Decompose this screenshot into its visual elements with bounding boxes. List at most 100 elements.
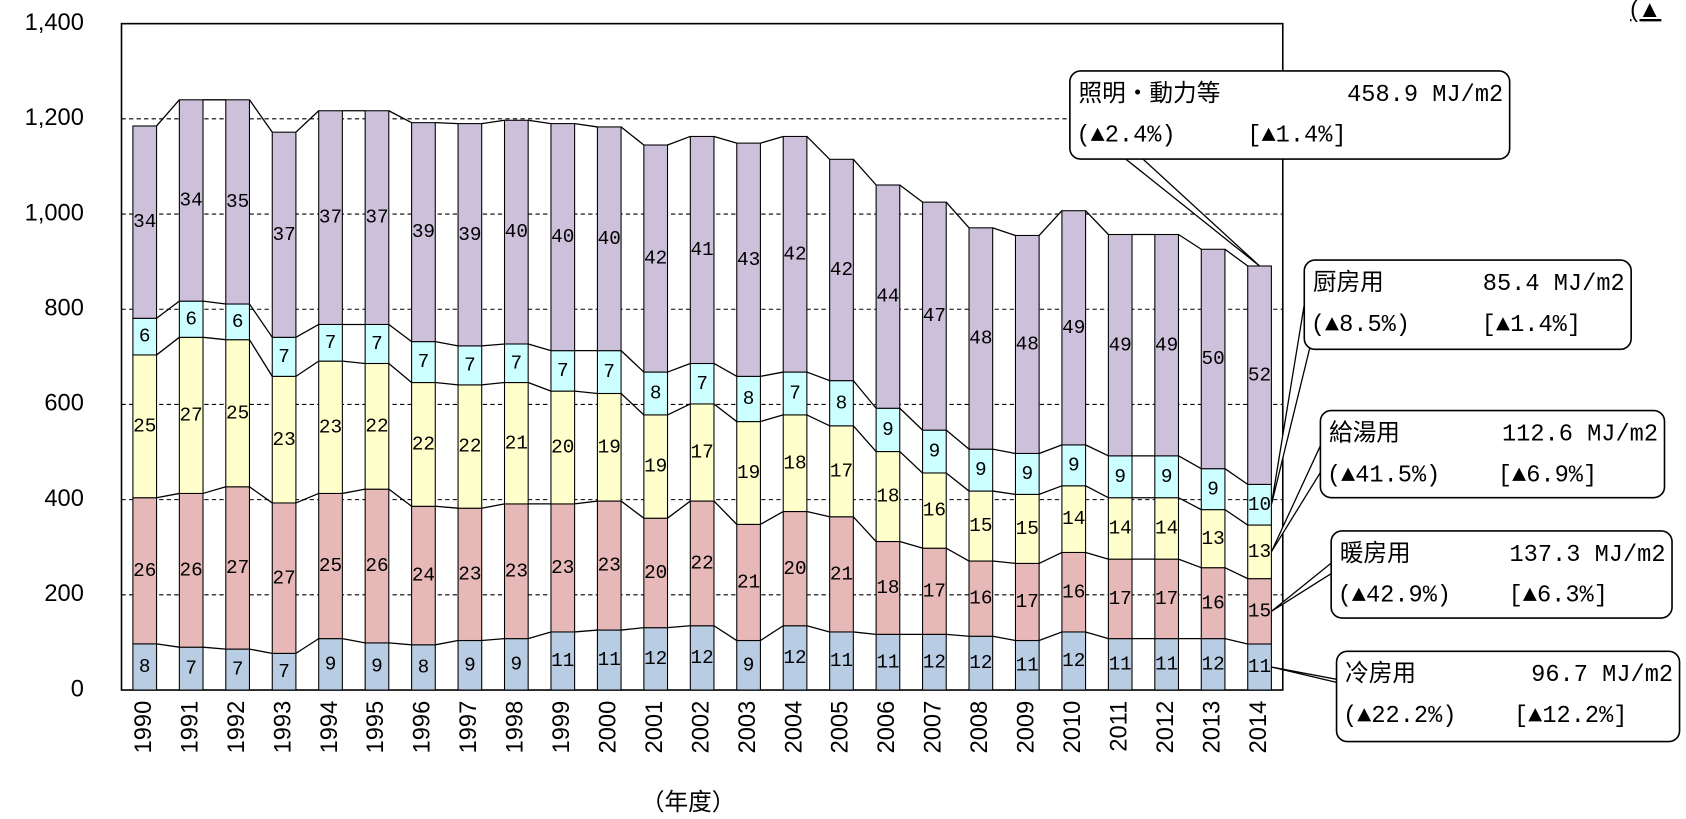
share-label: 9 bbox=[511, 653, 523, 675]
share-label: 12 bbox=[1201, 653, 1224, 675]
share-label: 8 bbox=[836, 392, 848, 414]
bar-segment bbox=[1107, 233, 1133, 457]
x-tick-label: 1999 bbox=[549, 701, 575, 754]
connector bbox=[248, 303, 273, 338]
connector bbox=[1038, 631, 1063, 642]
bar-segment bbox=[411, 122, 436, 343]
bar-segment bbox=[782, 135, 808, 373]
share-label: 8 bbox=[743, 388, 755, 410]
connector bbox=[806, 371, 830, 382]
connector bbox=[713, 135, 737, 144]
callout-value: 112.6 MJ/m2 bbox=[1502, 421, 1658, 448]
x-tick-label: 2004 bbox=[781, 701, 807, 754]
connector bbox=[295, 638, 320, 654]
connector bbox=[1085, 485, 1109, 499]
share-label: 23 bbox=[272, 429, 295, 451]
share-label: 39 bbox=[458, 224, 481, 246]
connector bbox=[1178, 497, 1202, 511]
share-label: 14 bbox=[1109, 518, 1132, 540]
share-label: 7 bbox=[696, 373, 708, 395]
callout-change: [▲1.4%] bbox=[1247, 123, 1346, 150]
connector bbox=[202, 300, 226, 305]
share-label: 9 bbox=[464, 654, 476, 676]
share-label: 9 bbox=[1114, 466, 1126, 488]
connector bbox=[295, 110, 320, 133]
callout-change: (▲22.2%) bbox=[1343, 703, 1457, 730]
share-label: 27 bbox=[226, 557, 249, 579]
bar-segment bbox=[318, 110, 343, 326]
connector bbox=[992, 448, 1016, 455]
y-tick-label: 200 bbox=[44, 581, 83, 607]
connector bbox=[992, 490, 1016, 496]
connector bbox=[342, 488, 366, 495]
bar-segment bbox=[829, 158, 854, 382]
share-label: 12 bbox=[783, 647, 806, 669]
corner-note: (▲ bbox=[1630, 0, 1661, 23]
connector bbox=[388, 110, 412, 124]
share-label: 48 bbox=[1016, 334, 1039, 356]
callout-name: 照明・動力等 bbox=[1078, 80, 1220, 109]
x-tick-label: 2003 bbox=[735, 701, 761, 754]
bar-segment bbox=[225, 99, 250, 305]
share-label: 27 bbox=[180, 404, 203, 426]
share-label: 14 bbox=[1062, 508, 1085, 530]
share-label: 16 bbox=[1062, 581, 1085, 603]
share-label: 40 bbox=[551, 226, 574, 248]
share-label: 27 bbox=[272, 567, 295, 589]
connector bbox=[1224, 248, 1249, 267]
connector bbox=[992, 635, 1016, 642]
share-label: 7 bbox=[464, 355, 476, 377]
share-label: 21 bbox=[737, 572, 760, 594]
connector bbox=[249, 648, 273, 655]
connector bbox=[667, 500, 691, 519]
share-label: 13 bbox=[1248, 541, 1271, 563]
share-label: 26 bbox=[133, 560, 156, 582]
callout-change: (▲42.9%) bbox=[1338, 583, 1452, 610]
bar-segment bbox=[364, 110, 390, 326]
callout-change: [▲6.3%] bbox=[1509, 583, 1608, 610]
connector bbox=[713, 625, 738, 642]
share-label: 49 bbox=[1109, 334, 1132, 356]
share-label: 7 bbox=[278, 346, 290, 368]
share-label: 22 bbox=[458, 436, 481, 458]
y-tick-label: 1,000 bbox=[25, 200, 84, 226]
share-label: 34 bbox=[133, 211, 156, 233]
share-label: 9 bbox=[1207, 478, 1219, 500]
connector bbox=[481, 503, 505, 509]
y-tick-label: 400 bbox=[44, 486, 83, 512]
y-tick-label: 0 bbox=[71, 676, 84, 702]
callout-box bbox=[1303, 259, 1632, 351]
connector bbox=[852, 158, 877, 186]
x-tick-label: 2013 bbox=[1199, 701, 1225, 754]
share-label: 48 bbox=[969, 328, 992, 350]
share-label: 7 bbox=[557, 360, 569, 382]
share-label: 12 bbox=[969, 652, 992, 674]
connector bbox=[156, 300, 180, 319]
share-label: 19 bbox=[737, 462, 760, 484]
share-label: 19 bbox=[598, 436, 621, 458]
share-label: 8 bbox=[650, 383, 662, 405]
connector bbox=[760, 135, 784, 144]
share-label: 11 bbox=[830, 650, 853, 672]
share-label: 20 bbox=[551, 437, 574, 459]
callout-name: 給湯用 bbox=[1329, 419, 1400, 448]
share-label: 47 bbox=[923, 305, 946, 327]
share-label: 17 bbox=[923, 580, 946, 602]
share-label: 16 bbox=[923, 500, 946, 522]
share-label: 9 bbox=[882, 419, 894, 441]
callout-box bbox=[1069, 70, 1511, 160]
share-label: 11 bbox=[1109, 653, 1132, 675]
share-label: 12 bbox=[1062, 650, 1085, 672]
connector bbox=[760, 414, 784, 423]
connector bbox=[621, 627, 644, 631]
callout-value: 458.9 MJ/m2 bbox=[1347, 82, 1503, 109]
share-label: 13 bbox=[1201, 528, 1224, 550]
bar-segment bbox=[132, 125, 158, 319]
share-label: 40 bbox=[598, 228, 621, 250]
connector bbox=[527, 343, 552, 352]
connector bbox=[481, 119, 505, 125]
callout-name: 冷房用 bbox=[1345, 660, 1416, 689]
share-label: 17 bbox=[1109, 588, 1132, 610]
x-tick-label: 1996 bbox=[410, 701, 436, 754]
